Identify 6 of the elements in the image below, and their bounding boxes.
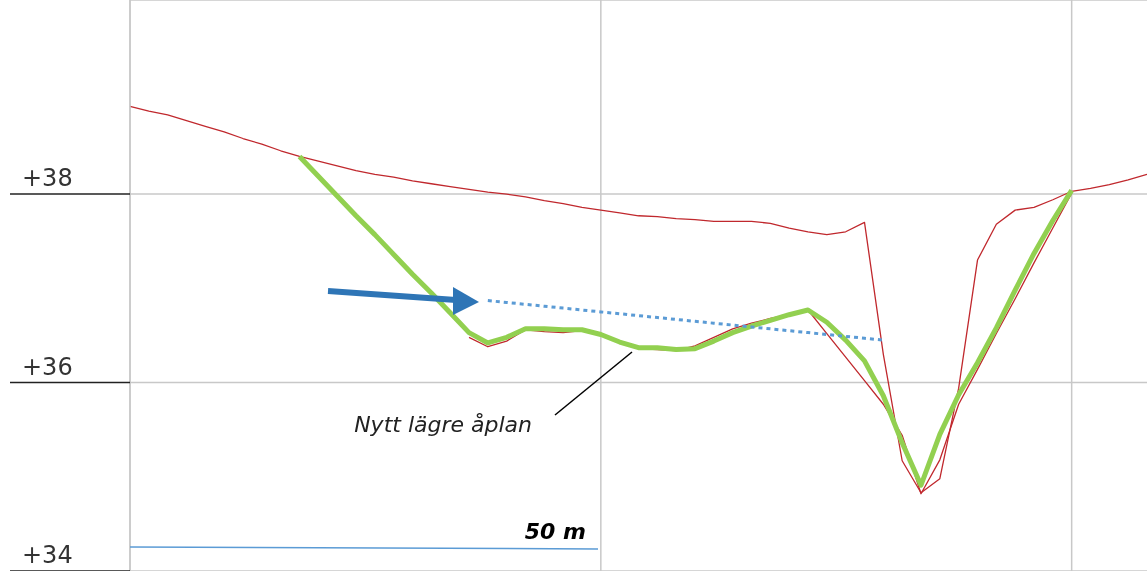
y-tick-label: +36 — [22, 352, 73, 381]
y-tick-label: +34 — [22, 541, 73, 569]
annotation: Nytt lägre åplan — [354, 412, 532, 437]
annotation: 50 m — [524, 519, 586, 544]
scale-bar: 50 m — [129, 519, 599, 550]
y-tick-label: +38 — [22, 164, 73, 193]
